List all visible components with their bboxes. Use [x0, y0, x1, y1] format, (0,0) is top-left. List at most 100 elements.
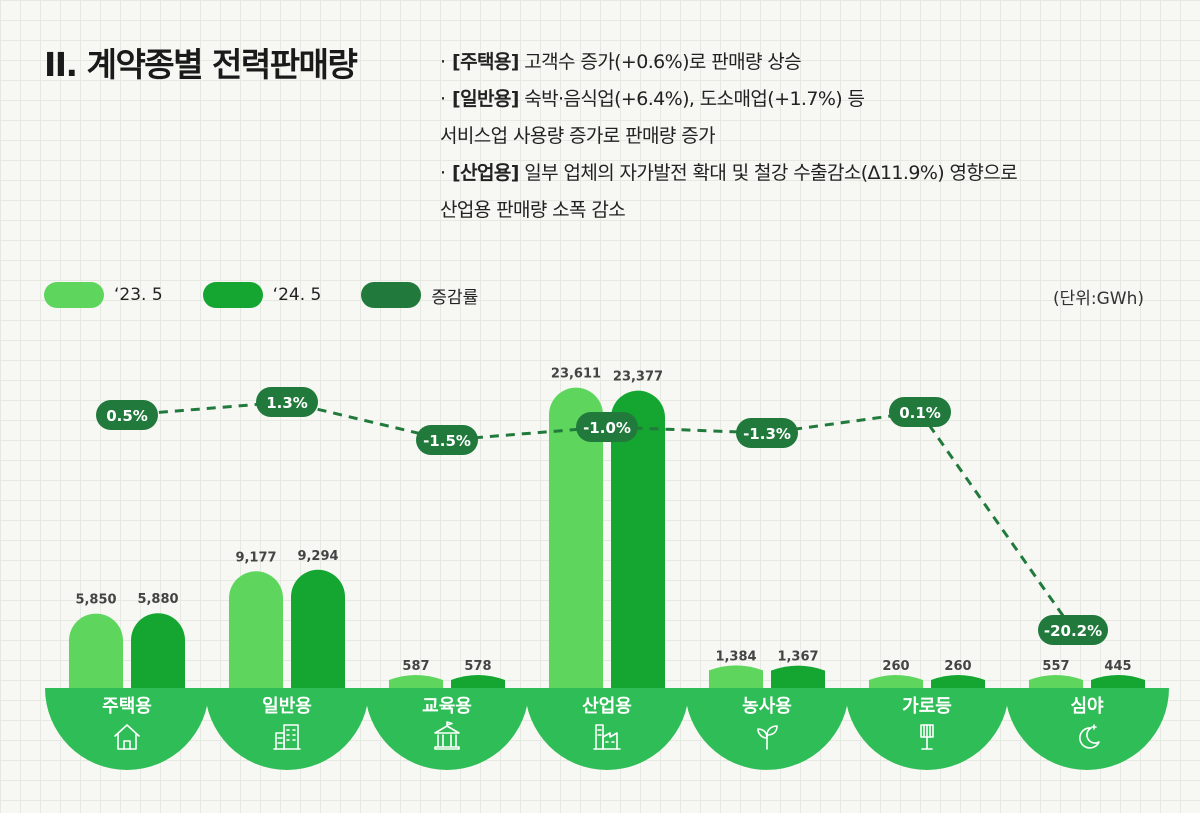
- icon-stroke: [446, 721, 453, 727]
- bar-2023: [389, 675, 443, 688]
- note-bullet: ·: [440, 88, 446, 110]
- category-base: [45, 688, 209, 770]
- chart-legend: ‘23. 5 ‘24. 5 증감률: [44, 282, 518, 308]
- legend-label: ‘24. 5: [272, 285, 322, 305]
- note-residential: · [주택용] 고객수 증가(+0.6%)로 판매량 상승: [440, 44, 1180, 81]
- legend-swatch-2024: [202, 282, 263, 308]
- note-text: 고객수 증가(+0.6%)로 판매량 상승: [518, 51, 802, 73]
- rate-pill: [256, 387, 318, 417]
- icon-stroke: [920, 724, 934, 738]
- category-base: [365, 688, 529, 770]
- category-label: 주택용: [102, 696, 152, 717]
- note-general: · [일반용] 숙박·음식업(+6.4%), 도소매업(+1.7%) 등: [440, 81, 1180, 118]
- legend-item-2024: ‘24. 5: [202, 282, 322, 308]
- legend-swatch-2023: [44, 282, 104, 308]
- bar-2024: [131, 613, 185, 688]
- bar-value-label: 587: [402, 659, 429, 674]
- bar-2023: [229, 571, 283, 688]
- icon-stroke: [123, 740, 131, 750]
- rate-label: -1.5%: [423, 432, 471, 450]
- bar-2024: [1091, 675, 1145, 688]
- bar-value-label: 1,384: [715, 649, 756, 664]
- icon-stroke: [277, 729, 296, 744]
- icon-stroke: [114, 724, 140, 737]
- bar-2024: [291, 569, 345, 688]
- legend-label: ‘23. 5: [114, 285, 163, 305]
- bar-value-label: 260: [944, 659, 971, 674]
- street-light-icon: [920, 724, 934, 750]
- bar-value-label: 9,294: [297, 549, 338, 564]
- rate-label: 0.5%: [106, 407, 148, 425]
- bar-2023: [869, 675, 923, 688]
- note-tag: [산업용]: [452, 162, 519, 184]
- icon-stroke: [1091, 724, 1097, 730]
- bar-value-label: 260: [882, 659, 909, 674]
- bar-value-label: 1,367: [777, 650, 818, 665]
- rate-label: -1.3%: [743, 425, 791, 443]
- note-text: 일부 업체의 자가발전 확대 및 철강 수출감소(Δ11.9%) 영향으로: [518, 162, 1018, 184]
- factory-icon: [593, 724, 621, 750]
- icon-stroke: [434, 725, 460, 734]
- category-label: 가로등: [902, 696, 952, 717]
- unit-label: (단위:GWh): [1052, 289, 1144, 309]
- bar-value-label: 9,177: [235, 550, 276, 565]
- icon-stroke: [117, 733, 137, 750]
- rate-line-group: 0.5% 1.3% -1.5% -1.0% -1.3% 0.1% -20.2%: [96, 387, 1108, 645]
- bar-value-label: 23,377: [613, 370, 663, 385]
- note-industrial: · [산업용] 일부 업체의 자가발전 확대 및 철강 수출감소(Δ11.9%) …: [440, 155, 1180, 192]
- moon-icon: [1079, 724, 1100, 749]
- sprout-icon: [757, 725, 778, 750]
- bar-value-label: 23,611: [551, 367, 601, 382]
- bar-2024: [771, 665, 825, 688]
- icon-stroke: [923, 724, 931, 738]
- note-bullet: ·: [440, 51, 446, 73]
- page-title: II. 계약종별 전력판매량: [44, 45, 358, 84]
- note-tag: [일반용]: [452, 88, 519, 110]
- bar-2023: [709, 665, 763, 688]
- category-label: 심야: [1070, 696, 1104, 717]
- rate-pill: [736, 418, 798, 448]
- category-base: [205, 688, 369, 770]
- icon-stroke: [766, 725, 778, 736]
- bar-value-label: 5,850: [75, 593, 116, 608]
- icon-stroke: [437, 734, 457, 747]
- rate-pill: [889, 397, 951, 427]
- category-base-group: 주택용 일반용 교육용 산업용 농사용 가로등 심야: [45, 688, 1169, 770]
- icon-stroke: [283, 724, 299, 750]
- icon-stroke: [757, 728, 768, 739]
- category-base: [525, 688, 689, 770]
- note-bullet: ·: [440, 162, 446, 184]
- category-label: 농사용: [742, 696, 792, 717]
- icon-stroke: [597, 729, 615, 743]
- category-label: 일반용: [262, 696, 312, 717]
- legend-item-2023: ‘23. 5: [44, 282, 163, 308]
- legend-item-rate: 증감률: [361, 282, 478, 308]
- school-icon: [434, 721, 460, 750]
- note-industrial-continued: 산업용 판매량 소폭 감소: [440, 199, 626, 221]
- bar-2023: [1029, 675, 1083, 688]
- office-building-icon: [273, 724, 301, 750]
- note-text: 숙박·음식업(+6.4%), 도소매업(+1.7%) 등: [518, 88, 865, 110]
- bar-2023: [69, 613, 123, 688]
- note-tag: [주택용]: [452, 51, 519, 73]
- rate-pill: [416, 425, 478, 455]
- house-icon: [114, 724, 140, 750]
- bar-value-label: 445: [1104, 659, 1131, 674]
- icon-stroke: [602, 732, 618, 750]
- rate-pill: [576, 412, 638, 442]
- summary-notes: · [주택용] 고객수 증가(+0.6%)로 판매량 상승 · [일반용] 숙박·음…: [440, 44, 1180, 229]
- rate-label: 0.1%: [899, 404, 941, 422]
- bar-2023: [549, 387, 603, 688]
- icon-stroke: [434, 746, 460, 750]
- category-label: 교육용: [422, 696, 472, 717]
- bar-value-label: 557: [1042, 659, 1069, 674]
- rate-label: -20.2%: [1044, 622, 1102, 640]
- bar-value-label: 5,880: [137, 592, 178, 607]
- rate-pill: [1038, 615, 1108, 645]
- bar-2024: [451, 675, 505, 688]
- rate-label: -1.0%: [583, 419, 631, 437]
- legend-label: 증감률: [431, 287, 479, 308]
- icon-stroke: [921, 736, 933, 750]
- legend-swatch-rate: [361, 282, 422, 308]
